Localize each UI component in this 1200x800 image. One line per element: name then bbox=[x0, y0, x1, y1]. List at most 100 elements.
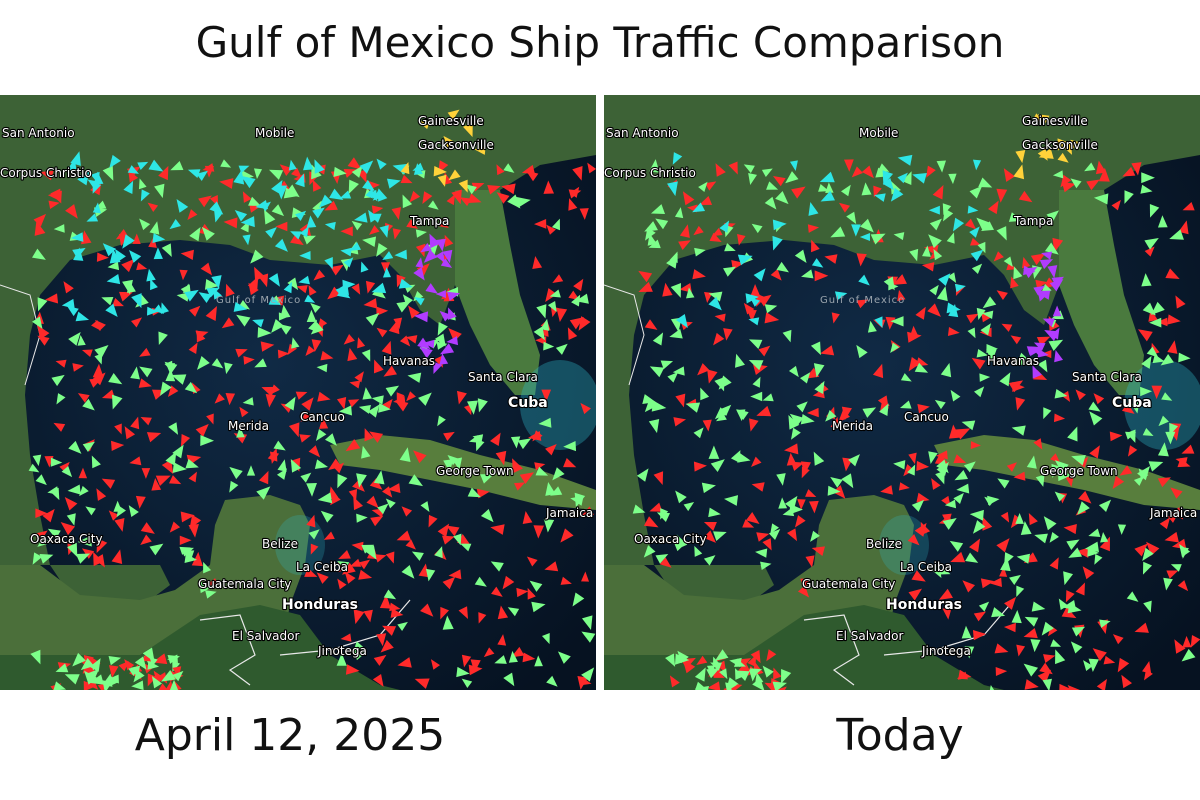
ship-marker[interactable] bbox=[392, 396, 409, 412]
ship-marker[interactable] bbox=[350, 609, 365, 625]
ship-marker[interactable] bbox=[647, 362, 665, 378]
ship-marker[interactable] bbox=[1126, 429, 1140, 445]
ship-marker[interactable] bbox=[128, 662, 142, 676]
ship-marker[interactable] bbox=[1140, 386, 1153, 397]
ship-marker[interactable] bbox=[150, 478, 162, 491]
ship-marker[interactable] bbox=[924, 230, 942, 249]
ship-marker[interactable] bbox=[569, 313, 587, 330]
ship-marker[interactable] bbox=[674, 653, 690, 666]
ship-marker[interactable] bbox=[709, 332, 725, 348]
ship-marker[interactable] bbox=[222, 362, 233, 375]
ship-marker[interactable] bbox=[35, 474, 50, 488]
ship-marker[interactable] bbox=[635, 266, 653, 283]
ship-marker[interactable] bbox=[168, 422, 182, 437]
ship-marker[interactable] bbox=[673, 415, 687, 427]
ship-marker[interactable] bbox=[1087, 528, 1101, 540]
ship-marker[interactable] bbox=[666, 251, 682, 269]
ship-marker[interactable] bbox=[936, 285, 951, 302]
ship-marker[interactable] bbox=[489, 522, 505, 535]
ship-marker[interactable] bbox=[807, 530, 820, 545]
ship-marker[interactable] bbox=[374, 324, 388, 338]
ship-marker[interactable] bbox=[500, 181, 516, 195]
ship-marker[interactable] bbox=[33, 322, 50, 340]
ship-marker[interactable] bbox=[1009, 571, 1023, 586]
ship-marker[interactable] bbox=[1098, 167, 1110, 182]
ship-marker[interactable] bbox=[264, 394, 276, 408]
ship-marker[interactable] bbox=[444, 306, 457, 320]
ship-marker[interactable] bbox=[310, 157, 325, 174]
ship-marker[interactable] bbox=[372, 242, 388, 260]
ship-marker[interactable] bbox=[100, 389, 116, 403]
ship-marker[interactable] bbox=[68, 652, 86, 671]
ship-marker[interactable] bbox=[807, 238, 820, 253]
ship-marker[interactable] bbox=[168, 161, 184, 175]
ship-marker[interactable] bbox=[1152, 354, 1166, 366]
ship-marker[interactable] bbox=[425, 231, 441, 249]
ship-marker[interactable] bbox=[437, 174, 450, 188]
ship-marker[interactable] bbox=[648, 502, 663, 516]
ship-marker[interactable] bbox=[786, 452, 797, 466]
ship-marker[interactable] bbox=[371, 204, 384, 215]
ship-marker[interactable] bbox=[179, 269, 188, 281]
ship-marker[interactable] bbox=[429, 361, 443, 376]
ship-marker[interactable] bbox=[412, 294, 425, 306]
ship-marker[interactable] bbox=[155, 381, 172, 399]
ship-marker[interactable] bbox=[172, 442, 188, 459]
ship-marker[interactable] bbox=[694, 683, 710, 690]
ship-marker[interactable] bbox=[1004, 594, 1020, 610]
ship-marker[interactable] bbox=[423, 339, 435, 349]
ship-marker[interactable] bbox=[750, 650, 765, 665]
ship-marker[interactable] bbox=[180, 248, 194, 260]
ship-marker[interactable] bbox=[358, 445, 371, 459]
ship-marker[interactable] bbox=[379, 594, 392, 609]
ship-marker[interactable] bbox=[755, 547, 768, 558]
ship-marker[interactable] bbox=[860, 218, 878, 237]
ship-marker[interactable] bbox=[361, 540, 375, 554]
ship-marker[interactable] bbox=[322, 200, 338, 215]
ship-marker[interactable] bbox=[283, 280, 296, 294]
ship-marker[interactable] bbox=[258, 469, 273, 485]
ship-marker[interactable] bbox=[76, 485, 89, 499]
ship-marker[interactable] bbox=[772, 218, 787, 231]
ship-marker[interactable] bbox=[451, 189, 466, 206]
ship-marker[interactable] bbox=[82, 438, 98, 453]
ship-marker[interactable] bbox=[1122, 403, 1137, 418]
ship-marker[interactable] bbox=[306, 483, 317, 497]
ship-marker[interactable] bbox=[758, 342, 773, 357]
ship-marker[interactable] bbox=[936, 459, 953, 477]
ship-marker[interactable] bbox=[1124, 445, 1138, 459]
ship-marker[interactable] bbox=[99, 239, 116, 257]
ship-marker[interactable] bbox=[415, 257, 424, 268]
ship-marker[interactable] bbox=[524, 586, 536, 600]
ship-marker[interactable] bbox=[353, 212, 368, 225]
ship-marker[interactable] bbox=[267, 318, 285, 336]
ship-marker[interactable] bbox=[352, 479, 368, 495]
ship-marker[interactable] bbox=[60, 279, 74, 294]
ship-marker[interactable] bbox=[437, 218, 451, 232]
ship-marker[interactable] bbox=[343, 438, 361, 456]
ship-marker[interactable] bbox=[448, 569, 462, 580]
ship-marker[interactable] bbox=[165, 449, 181, 466]
ship-marker[interactable] bbox=[444, 521, 460, 537]
ship-marker[interactable] bbox=[964, 646, 975, 659]
ship-marker[interactable] bbox=[198, 191, 215, 208]
ship-marker[interactable] bbox=[177, 434, 191, 448]
ship-marker[interactable] bbox=[787, 427, 801, 442]
ship-marker[interactable] bbox=[1022, 627, 1038, 642]
ship-marker[interactable] bbox=[375, 551, 388, 563]
ship-marker[interactable] bbox=[1028, 345, 1042, 357]
ship-marker[interactable] bbox=[1088, 401, 1103, 416]
ship-marker[interactable] bbox=[417, 118, 431, 130]
ship-marker[interactable] bbox=[703, 530, 719, 546]
ship-marker[interactable] bbox=[299, 250, 311, 261]
ship-marker[interactable] bbox=[63, 669, 80, 685]
ship-marker[interactable] bbox=[131, 293, 146, 310]
ship-marker[interactable] bbox=[1120, 190, 1134, 205]
ship-marker[interactable] bbox=[31, 219, 46, 236]
ship-marker[interactable] bbox=[693, 425, 707, 439]
ship-marker[interactable] bbox=[690, 202, 706, 216]
ship-marker[interactable] bbox=[297, 275, 310, 287]
ship-marker[interactable] bbox=[45, 525, 61, 540]
ship-marker[interactable] bbox=[749, 665, 764, 678]
ship-marker[interactable] bbox=[442, 573, 459, 590]
